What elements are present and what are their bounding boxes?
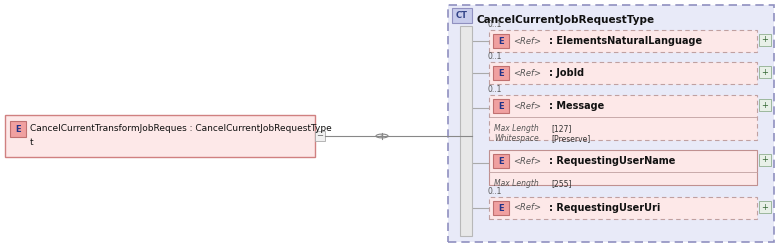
Text: +: + xyxy=(761,203,768,211)
FancyBboxPatch shape xyxy=(10,121,26,137)
Text: <Ref>: <Ref> xyxy=(513,37,541,45)
Text: 0..1: 0..1 xyxy=(487,85,502,94)
FancyBboxPatch shape xyxy=(759,34,771,46)
Text: E: E xyxy=(498,157,504,165)
FancyBboxPatch shape xyxy=(493,154,509,168)
FancyBboxPatch shape xyxy=(489,62,757,84)
Text: CancelCurrentJobRequestType: CancelCurrentJobRequestType xyxy=(476,15,654,25)
FancyBboxPatch shape xyxy=(489,95,757,140)
FancyBboxPatch shape xyxy=(489,197,757,219)
Text: +: + xyxy=(761,67,768,77)
Text: 0..1: 0..1 xyxy=(487,20,502,29)
Text: : ElementsNaturalLanguage: : ElementsNaturalLanguage xyxy=(549,36,702,46)
FancyBboxPatch shape xyxy=(5,115,315,157)
Text: CancelCurrentTransformJobReques : CancelCurrentJobRequestType: CancelCurrentTransformJobReques : Cancel… xyxy=(30,124,332,133)
FancyBboxPatch shape xyxy=(489,150,757,185)
FancyBboxPatch shape xyxy=(315,131,325,141)
Text: +: + xyxy=(761,156,768,165)
FancyBboxPatch shape xyxy=(493,66,509,80)
Circle shape xyxy=(381,135,384,136)
FancyBboxPatch shape xyxy=(493,99,509,113)
Text: [127]: [127] xyxy=(551,124,572,133)
Text: <Ref>: <Ref> xyxy=(513,68,541,78)
Text: Max Length: Max Length xyxy=(494,124,539,133)
Text: 0..1: 0..1 xyxy=(487,187,502,196)
Text: t: t xyxy=(30,138,34,147)
Text: +: + xyxy=(761,101,768,109)
Text: 0..1: 0..1 xyxy=(487,52,502,61)
Text: E: E xyxy=(15,124,21,133)
Text: E: E xyxy=(498,102,504,110)
FancyBboxPatch shape xyxy=(452,8,472,23)
Text: [Preserve]: [Preserve] xyxy=(551,134,590,143)
FancyBboxPatch shape xyxy=(448,5,774,242)
Text: : Message: : Message xyxy=(549,101,604,111)
FancyBboxPatch shape xyxy=(759,154,771,166)
FancyBboxPatch shape xyxy=(493,201,509,215)
FancyBboxPatch shape xyxy=(759,99,771,111)
Text: E: E xyxy=(498,68,504,78)
Text: E: E xyxy=(498,37,504,45)
FancyBboxPatch shape xyxy=(493,34,509,48)
Text: E: E xyxy=(498,204,504,212)
FancyBboxPatch shape xyxy=(489,30,757,52)
Text: <Ref>: <Ref> xyxy=(513,157,541,165)
Text: <Ref>: <Ref> xyxy=(513,204,541,212)
Text: : JobId: : JobId xyxy=(549,68,584,78)
Text: −: − xyxy=(317,131,324,141)
FancyBboxPatch shape xyxy=(759,201,771,213)
Text: Max Length: Max Length xyxy=(494,179,539,188)
FancyBboxPatch shape xyxy=(759,66,771,78)
Text: Whitespace: Whitespace xyxy=(494,134,539,143)
Text: <Ref>: <Ref> xyxy=(513,102,541,110)
FancyBboxPatch shape xyxy=(460,26,472,236)
Text: [255]: [255] xyxy=(551,179,572,188)
Text: : RequestingUserName: : RequestingUserName xyxy=(549,156,675,166)
Text: : RequestingUserUri: : RequestingUserUri xyxy=(549,203,661,213)
Text: CT: CT xyxy=(456,11,468,20)
Text: +: + xyxy=(761,36,768,44)
